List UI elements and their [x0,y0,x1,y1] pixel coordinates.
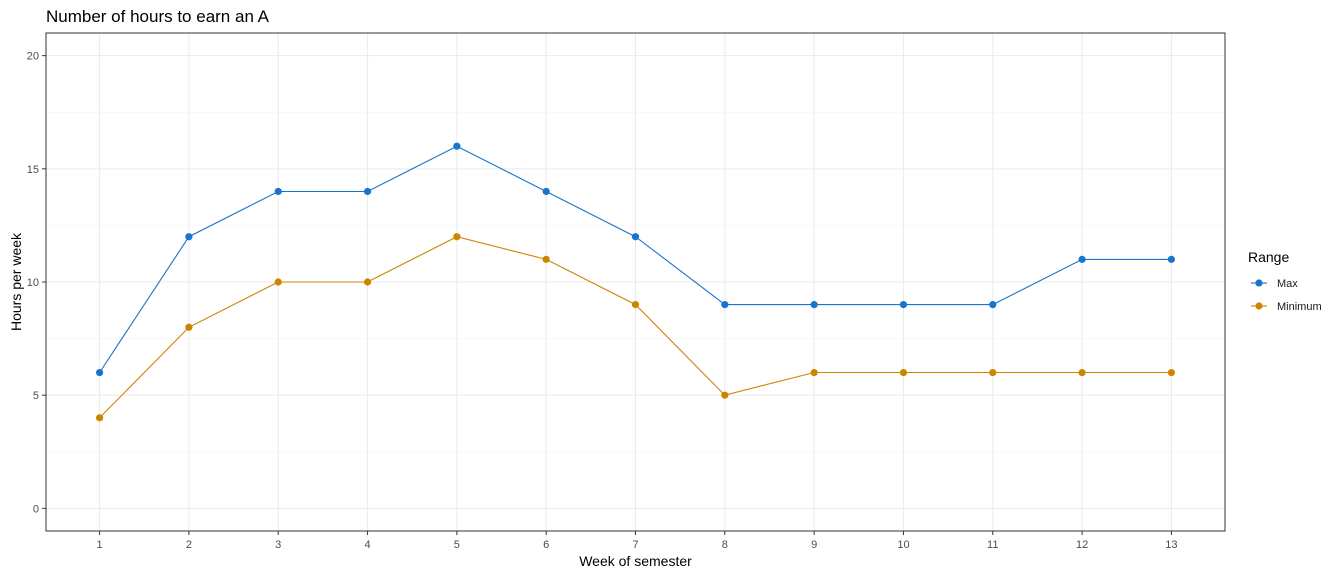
y-axis-title: Hours per week [8,232,24,331]
data-point [363,278,372,286]
x-tick-label: 3 [275,539,281,551]
legend-items: Max Minimum [1251,278,1322,313]
series-group [95,142,1176,422]
x-axis-title: Week of semester [579,553,692,569]
x-tick-label: 2 [186,539,192,551]
x-tick-label: 1 [97,539,103,551]
legend-label: Max [1277,278,1298,290]
data-point [274,187,282,196]
x-tick-label: 7 [632,539,638,551]
y-tick-label: 5 [33,390,39,402]
data-point [631,233,640,241]
data-point [185,233,193,241]
data-point [453,142,461,150]
y-tick-label: 20 [27,51,39,63]
legend-item-minimum: Minimum [1251,301,1322,313]
data-point [631,301,640,309]
data-point [95,414,104,422]
x-tick-label: 11 [987,539,998,551]
data-point [542,187,550,196]
chart-title: Number of hours to earn an A [46,7,270,26]
data-point [1078,255,1086,263]
data-point [989,301,997,309]
data-point [453,233,461,241]
data-point [810,368,818,377]
x-tick-label: 8 [722,539,728,551]
x-tick-label: 6 [543,539,549,551]
y-tick-label: 0 [33,503,39,515]
legend-key-point [1255,302,1263,310]
grid-lines [46,33,1225,531]
data-point [810,301,818,309]
data-point [542,255,550,263]
data-point [1167,368,1176,377]
data-point [95,368,104,377]
legend-label: Minimum [1277,301,1322,313]
series-minimum [95,233,1176,422]
data-point [721,391,729,399]
y-tick-label: 10 [27,277,39,289]
x-tick-label: 10 [897,539,909,551]
data-point [363,187,372,196]
x-tick-label: 12 [1076,539,1088,551]
legend-title: Range [1248,249,1289,265]
data-point [1078,368,1086,377]
legend: Range Max Minimum [1248,249,1322,313]
series-max [95,142,1176,377]
x-tick-label: 5 [454,539,460,551]
data-point [274,278,282,286]
y-tick-label: 15 [27,164,39,176]
data-point [989,368,997,377]
x-tick-label: 13 [1165,539,1177,551]
data-point [185,323,193,331]
x-tick-label: 4 [364,539,370,551]
x-tick-label: 9 [811,539,817,551]
legend-item-max: Max [1251,278,1298,290]
data-point [1167,255,1176,263]
data-point [899,301,908,309]
data-point [721,301,729,309]
legend-key-point [1255,279,1263,287]
data-point [899,368,908,377]
